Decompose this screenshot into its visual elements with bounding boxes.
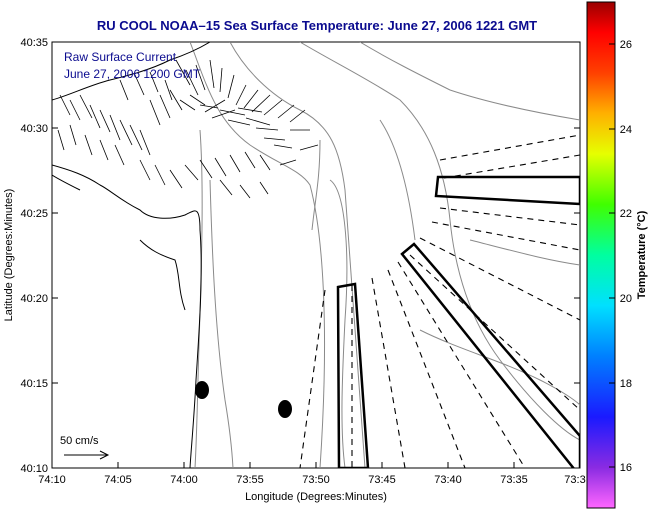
plot-area — [51, 41, 581, 469]
y-tick-marks — [52, 41, 580, 469]
x-tick-label: 73:45 — [368, 474, 396, 486]
x-tick-label: 74:10 — [38, 474, 66, 486]
x-tick-label: 73:55 — [236, 474, 264, 486]
coastline — [52, 42, 211, 468]
x-tick-marks — [51, 462, 581, 468]
y-tick-label: 40:35 — [20, 37, 48, 49]
x-axis-label: Longitude (Degrees:Minutes) — [245, 491, 387, 503]
colorbar-tick-label: 16 — [620, 462, 632, 474]
map-title: RU COOL NOAA–15 Sea Surface Temperature:… — [96, 18, 538, 33]
colorbar-tick-label: 22 — [620, 208, 632, 220]
colorbar-tick-label: 24 — [620, 124, 632, 136]
overlay-line-1: Raw Surface Current — [64, 50, 177, 64]
x-tick-label: 74:00 — [170, 474, 198, 486]
y-axis-label: Latitude (Degrees:Minutes) — [3, 189, 15, 322]
y-tick-label: 40:10 — [20, 463, 48, 475]
x-tick-label: 73:35 — [500, 474, 528, 486]
colorbar — [586, 1, 616, 509]
colorbar-tick-label: 20 — [620, 293, 632, 305]
overlay-line-2: June 27, 2006 1200 GMT — [64, 67, 201, 81]
x-tick-label: 73:40 — [434, 474, 462, 486]
y-tick-label: 40:20 — [20, 293, 48, 305]
bathymetry-contours — [189, 42, 580, 468]
colorbar-tick-label: 26 — [620, 39, 632, 51]
x-tick-label: 74:05 — [104, 474, 132, 486]
colorbar-label: Temperature (°C) — [636, 210, 648, 299]
y-tick-label: 40:15 — [20, 378, 48, 390]
y-tick-label: 40:30 — [20, 123, 48, 135]
scale-label: 50 cm/s — [60, 435, 99, 447]
y-tick-label: 40:25 — [20, 208, 48, 220]
scale-arrow-head — [99, 450, 110, 460]
colorbar-tick-label: 18 — [620, 378, 632, 390]
mooring-marker — [195, 381, 209, 399]
x-tick-label: 73:50 — [302, 474, 330, 486]
x-tick-label: 73:3 — [564, 474, 585, 486]
surface-current-vectors — [57, 59, 319, 199]
transect-lines — [299, 134, 580, 468]
mooring-marker — [278, 400, 292, 418]
survey-boxes — [336, 175, 580, 468]
colorbar-ticks — [609, 43, 615, 468]
